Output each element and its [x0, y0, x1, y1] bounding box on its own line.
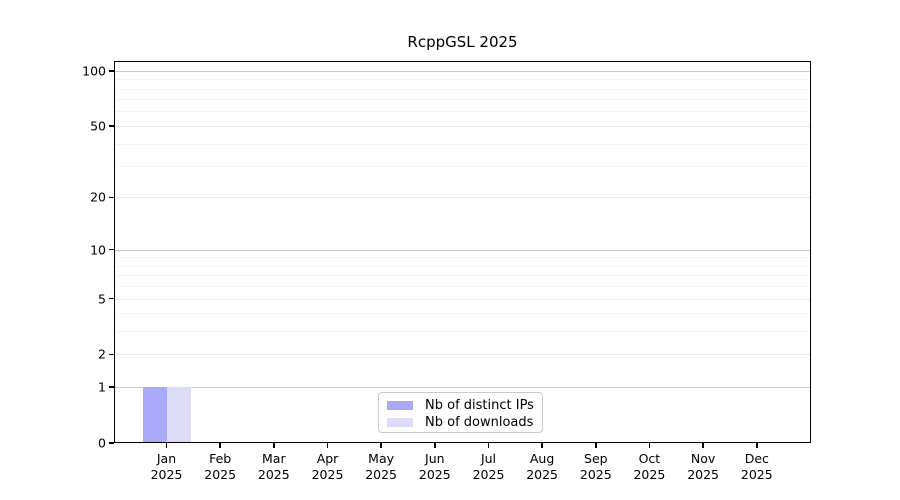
y-tick-label: 10	[90, 242, 106, 258]
x-tick-label: Oct 2025	[633, 451, 666, 482]
x-tick-label: Feb 2025	[204, 451, 237, 482]
x-tick-mark	[702, 443, 704, 448]
bar-downloads-jan	[166, 387, 191, 442]
minor-gridline	[114, 313, 811, 315]
minor-gridline	[114, 88, 811, 90]
x-tick-label: Jan 2025	[150, 451, 183, 482]
major-gridline	[114, 298, 811, 300]
y-tick-label: 1	[98, 379, 106, 395]
x-tick-label: Apr 2025	[311, 451, 344, 482]
y-tick-label: 50	[90, 118, 106, 134]
x-tick-mark	[219, 443, 221, 448]
x-tick-label: Jun 2025	[418, 451, 451, 482]
x-tick-mark	[380, 443, 382, 448]
major-gridline	[114, 197, 811, 199]
y-tick-mark	[109, 248, 114, 251]
x-tick-mark	[487, 443, 490, 448]
major-gridline	[114, 387, 811, 389]
legend-swatch-downloads	[387, 418, 413, 427]
legend-label-downloads: Nb of downloads	[425, 414, 534, 430]
minor-gridline	[114, 111, 811, 113]
plot-area	[114, 61, 811, 443]
y-tick-label: 0	[98, 435, 106, 451]
y-tick-mark	[109, 196, 114, 199]
major-gridline	[114, 125, 811, 127]
minor-gridline	[114, 331, 811, 333]
y-tick-label: 100	[82, 63, 106, 79]
minor-gridline	[114, 99, 811, 101]
x-tick-mark	[756, 443, 758, 448]
major-gridline	[114, 70, 811, 72]
y-tick-label: 20	[90, 189, 106, 205]
x-tick-mark	[273, 443, 275, 448]
minor-gridline	[114, 143, 811, 145]
minor-gridline	[114, 257, 811, 259]
major-gridline	[114, 249, 811, 251]
major-gridline	[114, 354, 811, 356]
x-tick-label: Nov 2025	[687, 451, 719, 482]
minor-gridline	[114, 286, 811, 288]
legend-entry-distinct-ips: Nb of distinct IPs	[387, 397, 534, 414]
bar-distinct-ips-jan	[142, 387, 167, 442]
y-tick-mark	[109, 386, 114, 388]
minor-gridline	[114, 166, 811, 167]
x-tick-label: Jul 2025	[472, 451, 505, 482]
legend-swatch-distinct-ips	[387, 401, 413, 410]
legend-label-distinct-ips: Nb of distinct IPs	[425, 397, 534, 413]
y-tick-mark	[109, 125, 114, 127]
x-tick-mark	[541, 443, 543, 448]
y-tick-label: 5	[98, 291, 106, 306]
minor-gridline	[114, 265, 811, 267]
y-tick-label: 2	[98, 346, 106, 362]
minor-gridline	[114, 275, 811, 277]
y-tick-mark	[109, 297, 114, 300]
y-tick-mark	[109, 353, 114, 356]
x-tick-mark	[595, 443, 597, 448]
x-tick-mark	[165, 443, 168, 448]
x-tick-label: Dec 2025	[740, 451, 773, 482]
x-tick-label: Mar 2025	[257, 451, 290, 482]
x-tick-label: May 2025	[365, 451, 397, 482]
x-tick-label: Aug 2025	[526, 451, 558, 482]
x-tick-mark	[326, 443, 329, 448]
chart-title: RcppGSL 2025	[407, 33, 518, 51]
legend-entry-downloads: Nb of downloads	[387, 414, 534, 431]
y-tick-mark	[109, 442, 114, 444]
legend: Nb of distinct IPs Nb of downloads	[378, 392, 543, 433]
minor-gridline	[114, 79, 811, 81]
x-tick-label: Sep 2025	[579, 451, 612, 482]
x-tick-mark	[648, 443, 651, 448]
y-tick-mark	[109, 70, 114, 72]
x-tick-mark	[434, 443, 436, 448]
